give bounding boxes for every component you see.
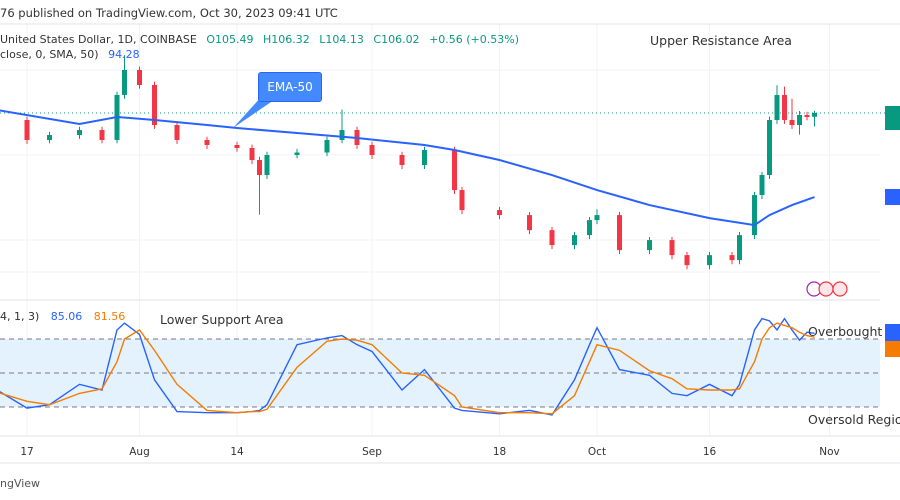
x-tick-label: Sep bbox=[362, 446, 382, 458]
candle-body bbox=[452, 150, 457, 191]
ma-price-label bbox=[885, 189, 900, 205]
candle-body bbox=[752, 195, 757, 236]
change-value: +0.56 (+0.53%) bbox=[429, 33, 520, 46]
candle-body bbox=[669, 240, 675, 256]
stoch-legend: 4, 1, 3) 85.06 81.56 bbox=[0, 310, 125, 323]
candle-body bbox=[152, 84, 157, 126]
candle-body bbox=[24, 120, 30, 140]
candle-body bbox=[137, 69, 142, 85]
us-flag-event-icon bbox=[818, 281, 834, 297]
upper-resistance-label: Upper Resistance Area bbox=[650, 33, 792, 48]
candle-body bbox=[422, 150, 427, 166]
ma-params: close, 0, SMA, 50) bbox=[0, 48, 99, 61]
candle-body bbox=[459, 190, 465, 211]
stoch-params: 4, 1, 3) bbox=[0, 310, 40, 323]
candle-body bbox=[737, 235, 742, 261]
ema-callout[interactable]: EMA-50 bbox=[258, 72, 322, 102]
candle-body bbox=[782, 94, 787, 120]
stoch-d-line bbox=[0, 322, 815, 415]
candle-body bbox=[797, 114, 802, 126]
ema-line bbox=[0, 109, 815, 227]
candle-body bbox=[174, 125, 180, 140]
candle-body bbox=[234, 144, 240, 148]
candle-body bbox=[774, 94, 780, 120]
x-tick-label: Aug bbox=[129, 446, 150, 458]
candle-body bbox=[369, 144, 375, 156]
stoch-d-axis-label bbox=[885, 341, 900, 357]
last-price-label bbox=[885, 106, 900, 130]
candle-body bbox=[594, 215, 600, 221]
candle-body bbox=[99, 130, 105, 140]
symbol-legend: United States Dollar, 1D, COINBASE O105.… bbox=[0, 33, 519, 46]
candle-body bbox=[804, 114, 810, 117]
stoch-k-line bbox=[0, 317, 815, 416]
publish-info: 76 published on TradingView.com, Oct 30,… bbox=[0, 6, 338, 20]
open-value: O105.49 bbox=[206, 33, 254, 46]
stoch-k-axis-label bbox=[885, 324, 900, 341]
x-tick-label: Oct bbox=[587, 446, 607, 458]
candle-body bbox=[257, 160, 262, 175]
lower-support-label: Lower Support Area bbox=[160, 312, 284, 327]
candle-body bbox=[204, 139, 210, 145]
candle-body bbox=[264, 155, 270, 175]
candle-body bbox=[707, 255, 712, 266]
candle-body bbox=[527, 215, 532, 231]
candle-body bbox=[324, 139, 330, 153]
x-tick-label: 14 bbox=[230, 446, 244, 458]
candle-body bbox=[497, 210, 502, 216]
candle-body bbox=[122, 69, 127, 95]
candle-body bbox=[399, 155, 405, 166]
low-value: L104.13 bbox=[319, 33, 364, 46]
candle-body bbox=[617, 215, 622, 251]
candle-body bbox=[729, 255, 735, 261]
x-tick-label: Nov bbox=[819, 446, 840, 458]
x-tick-label: 16 bbox=[702, 446, 717, 458]
candle-body bbox=[572, 235, 577, 246]
stoch-d-value: 81.56 bbox=[93, 310, 126, 323]
x-tick-label: 18 bbox=[492, 446, 507, 458]
footer-brand: ngView bbox=[0, 477, 41, 490]
candle-body bbox=[767, 120, 772, 175]
overbought-label: Overbought Re bbox=[808, 324, 900, 339]
stoch-k-value: 85.06 bbox=[50, 310, 83, 323]
callout-pointer bbox=[233, 96, 274, 128]
price-chart[interactable] bbox=[0, 0, 900, 470]
candle-body bbox=[549, 230, 555, 246]
candle-body bbox=[647, 240, 652, 251]
x-tick-label: 17 bbox=[20, 446, 34, 458]
candle-body bbox=[249, 147, 255, 161]
candle-body bbox=[77, 130, 82, 136]
candle-body bbox=[339, 130, 345, 140]
ma-value: 94.28 bbox=[108, 48, 140, 61]
candle-body bbox=[812, 112, 817, 117]
high-value: H106.32 bbox=[263, 33, 310, 46]
candle-body bbox=[587, 220, 592, 236]
candle-body bbox=[684, 255, 690, 266]
candle-body bbox=[759, 174, 765, 196]
close-value: C106.02 bbox=[373, 33, 420, 46]
oversold-label: Oversold Regio bbox=[808, 412, 900, 427]
candle-body bbox=[294, 152, 300, 156]
symbol-name: United States Dollar, 1D, COINBASE bbox=[0, 33, 197, 46]
us-flag-event-icon bbox=[832, 281, 848, 297]
candle-body bbox=[47, 135, 52, 140]
candle-body bbox=[789, 120, 795, 126]
ma-legend: close, 0, SMA, 50) 94.28 bbox=[0, 48, 140, 61]
